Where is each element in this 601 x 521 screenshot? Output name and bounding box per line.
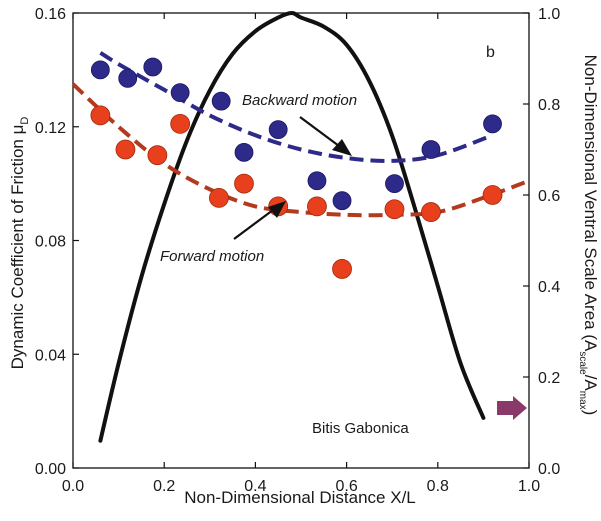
scale-area-curve-layer [98,10,486,443]
y-right-title-end: ) [581,410,600,416]
y-left-axis-title: Dynamic Coefficient of Friction μD [8,117,31,370]
forward-data-point [307,196,327,217]
y-right-tick-label: 1.0 [538,6,560,23]
x-tick-label: 1.0 [518,478,540,495]
plot-border [72,12,530,469]
right-axis-arrow-icon [497,396,527,420]
tick-labels-layer: 0.0 0.2 0.4 0.6 0.8 1.0 0.00 0.04 0.08 0.12 0.16 0.… [35,6,560,495]
data-points-layer [90,57,503,279]
species-annotation: Bitis Gabonica [312,420,409,437]
backward-data-point [268,120,288,139]
forward-data-point [384,199,405,220]
backward-data-point [421,140,441,159]
y-left-title-sub: D [19,117,31,125]
y-left-tick-label: 0.08 [35,234,66,251]
forward-data-point [115,139,136,160]
y-left-tick-label: 0.12 [35,120,66,137]
y-right-tick-label: 0.4 [538,279,560,296]
x-tick-label: 0.0 [62,478,84,495]
forward-motion-label: Forward motion [160,248,264,265]
backward-data-point [385,174,404,194]
backward-arrow-shaft [299,116,340,147]
forward-data-point [90,105,111,126]
x-tick-label: 0.8 [427,478,449,495]
fit-lines-layer [71,51,530,218]
forward-data-point [234,173,254,194]
backward-data-point [118,69,138,88]
y-left-tick-label: 0.00 [35,461,66,478]
forward-arrow-shaft [233,209,274,240]
x-tick-label: 0.6 [335,478,357,495]
y-right-tick-label: 0.6 [538,188,560,205]
y-left-title-main: Dynamic Coefficient of Friction μ [8,125,27,370]
y-left-tick-label: 0.16 [35,6,66,23]
forward-data-point [170,114,191,134]
backward-data-point [307,171,327,191]
forward-arrowhead [268,201,286,218]
scale-area-curve [98,10,486,443]
forward-data-point [482,185,503,205]
y-right-tick-label: 0.0 [538,461,560,478]
y-right-title-sub2: max [577,391,588,410]
backward-data-point [332,191,352,211]
backward-arrowhead [332,139,352,156]
backward-data-point [483,114,502,134]
x-axis-title: Non-Dimensional Distance X/L [184,488,416,507]
backward-data-point [170,83,190,103]
panel-label: b [486,44,495,61]
backward-data-point [90,60,110,80]
annotation-arrows [233,116,352,240]
forward-data-point [421,202,441,222]
y-right-tick-label: 0.8 [538,97,560,114]
backward-data-point [211,91,231,111]
forward-data-point [147,145,168,166]
y-right-title-sub1: scale [577,351,588,375]
x-tick-label: 0.4 [244,478,266,495]
plot-frame [72,12,530,469]
y-right-tick-label: 0.2 [538,370,560,387]
y-right-title-mid: /A [581,375,600,392]
forward-data-point [209,187,229,208]
forward-data-point [332,259,352,279]
y-right-title-main: Non-Dimensional Ventral Scale Area (A [581,55,600,352]
backward-motion-label: Backward motion [242,92,357,109]
backward-data-point [143,57,163,77]
x-tick-label: 0.2 [153,478,175,495]
backward-data-point [234,142,254,162]
y-left-tick-label: 0.04 [35,347,66,364]
backward-fit-line [99,51,494,163]
y-right-axis-title: Non-Dimensional Ventral Scale Area (Asca… [577,55,600,416]
